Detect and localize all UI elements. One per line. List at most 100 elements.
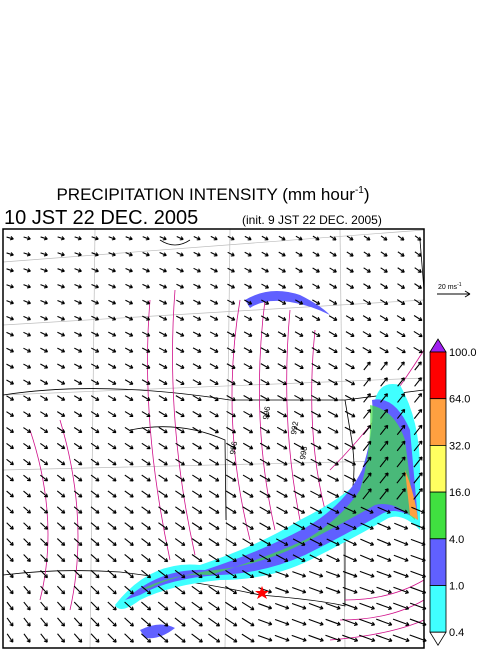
wind-arrow [141, 379, 151, 385]
wind-arrow [397, 361, 405, 371]
wind-arrow [141, 474, 151, 482]
wind-arrow [175, 506, 186, 514]
wind-arrow [107, 363, 117, 369]
wind-arrow [192, 379, 202, 385]
wind-arrow [360, 506, 374, 514]
wind-arrow [124, 522, 134, 530]
wind-arrow [242, 490, 254, 498]
wind-arrow [192, 474, 203, 482]
wind-arrow [396, 488, 406, 500]
wind-arrow [310, 426, 322, 434]
init-time: (init. 9 JST 22 DEC. 2005) [242, 213, 382, 227]
wind-arrow [6, 570, 14, 579]
wind-arrow [74, 236, 82, 241]
wind-arrow [376, 618, 393, 627]
wind-arrow [23, 236, 31, 241]
wind-arrow [343, 522, 357, 530]
wind-arrow [23, 585, 31, 595]
wind-arrow [90, 379, 100, 385]
wind-arrow [193, 283, 202, 289]
wind-arrow [325, 634, 341, 642]
wind-arrow [124, 601, 134, 611]
wind-arrow [192, 331, 202, 337]
wind-arrow [107, 426, 117, 434]
wind-arrow [57, 601, 66, 611]
wind-arrow [56, 490, 66, 498]
wind-arrow [295, 299, 304, 305]
wind-arrow [23, 395, 32, 401]
wind-arrow [413, 408, 423, 419]
wind-arrow [6, 347, 14, 353]
wind-arrow [158, 522, 169, 530]
wind-arrow [225, 570, 237, 579]
wind-arrow [107, 442, 117, 450]
wind-arrow [191, 506, 203, 514]
wind-arrow [56, 442, 66, 450]
wind-arrow [310, 410, 322, 418]
wind-arrow [396, 424, 406, 436]
wind-arrow [108, 315, 117, 321]
wind-arrow [362, 488, 372, 500]
wind-arrow [124, 585, 134, 595]
wind-arrow [396, 456, 406, 468]
wind-arrow [141, 601, 152, 611]
wind-arrow [73, 395, 83, 401]
wind-arrow [108, 283, 116, 289]
wind-arrow [124, 474, 134, 482]
wind-arrow [210, 235, 218, 241]
wind-arrow [242, 458, 254, 466]
wind-arrow [413, 456, 423, 468]
wind-arrow [329, 235, 337, 241]
wind-arrow [276, 490, 288, 498]
wind-arrow [291, 602, 307, 610]
wind-arrow [74, 252, 82, 257]
wind-arrow [141, 490, 151, 498]
wind-arrow [210, 283, 219, 289]
wind-arrow [40, 506, 49, 514]
wind-arrow [392, 618, 410, 627]
wind-arrow [108, 331, 117, 337]
wind-arrow [176, 251, 184, 257]
wind-arrow [224, 617, 238, 627]
wind-arrow [157, 633, 169, 643]
location-star [255, 586, 269, 599]
wind-arrow [56, 474, 66, 482]
wind-arrow [243, 379, 253, 386]
wind-arrow [159, 236, 167, 241]
wind-arrow [397, 283, 406, 289]
wind-arrow [362, 424, 372, 435]
wind-arrow [191, 617, 203, 627]
wind-arrow [174, 538, 186, 546]
wind-arrow [56, 569, 66, 579]
wind-arrow [243, 315, 253, 321]
wind-arrow [158, 458, 168, 466]
wind-arrow [40, 633, 48, 643]
wind-arrow [275, 538, 289, 546]
wind-arrow [158, 331, 168, 337]
wind-arrow [57, 379, 66, 385]
wind-arrow [6, 315, 14, 321]
wind-arrow [277, 363, 287, 370]
wind-arrow [259, 522, 271, 530]
wind-arrow [276, 474, 288, 482]
wind-arrow [379, 440, 389, 452]
wind-arrow [276, 442, 288, 450]
wind-arrow [91, 236, 99, 241]
wind-arrow [90, 474, 100, 482]
wind-arrow [413, 472, 423, 484]
wind-arrow [259, 474, 271, 482]
wind-arrow [90, 395, 100, 401]
wind-arrow [396, 408, 406, 419]
wind-arrow [23, 268, 31, 273]
wind-arrow [328, 363, 338, 370]
wind-arrow [124, 395, 134, 401]
wind-arrow [141, 554, 152, 563]
colorbar-under [429, 631, 447, 646]
wind-arrow [57, 299, 65, 305]
wind-arrow [73, 427, 83, 434]
wind-arrow [393, 602, 410, 611]
wind-arrow [6, 284, 14, 289]
wind-arrow [396, 472, 406, 484]
wind-arrow [362, 299, 372, 305]
wind-arrow [158, 490, 168, 498]
